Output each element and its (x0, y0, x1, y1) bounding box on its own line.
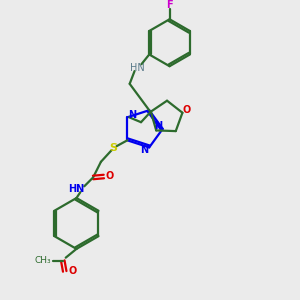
Text: HN: HN (130, 63, 145, 73)
Text: S: S (110, 143, 118, 153)
Text: HN: HN (68, 184, 85, 194)
Text: N: N (128, 110, 136, 120)
Text: O: O (182, 105, 190, 115)
Text: F: F (166, 0, 173, 10)
Text: O: O (68, 266, 77, 276)
Text: N: N (140, 146, 148, 155)
Text: CH₃: CH₃ (35, 256, 52, 265)
Text: N: N (154, 121, 162, 131)
Text: O: O (106, 170, 114, 181)
